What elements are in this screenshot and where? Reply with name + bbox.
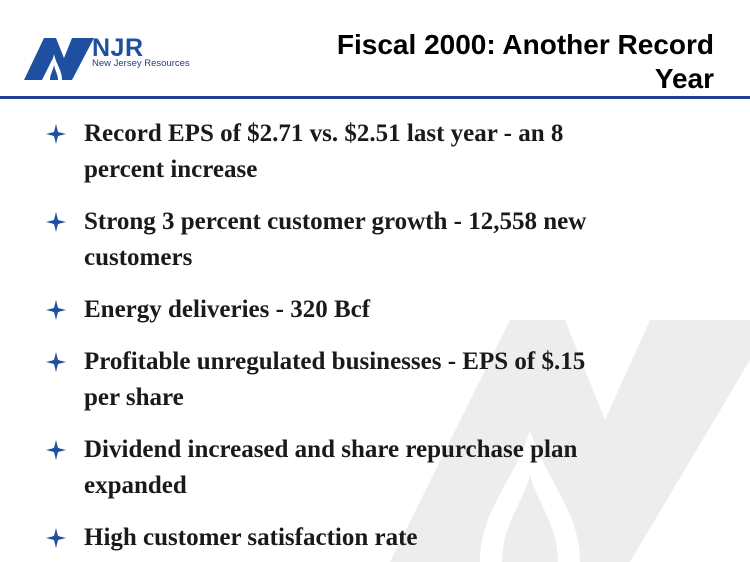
bullet-item: Profitable unregulated businesses - EPS … <box>44 344 724 416</box>
njr-logo: NJR New Jersey Resources <box>24 34 234 84</box>
logo-abbreviation: NJR <box>92 34 144 62</box>
bullet-text-line-2: expanded <box>84 472 187 499</box>
njr-logo-mark-icon <box>24 38 94 80</box>
bullet-item: Record EPS of $2.71 vs. $2.51 last year … <box>44 116 724 188</box>
slide-title: Fiscal 2000: Another Record Year <box>234 28 714 96</box>
slide-header: NJR New Jersey Resources Fiscal 2000: An… <box>0 0 750 100</box>
bullet-item: Dividend increased and share repurchase … <box>44 432 724 504</box>
four-point-star-icon <box>46 528 66 548</box>
bullet-item: Energy deliveries - 320 Bcf <box>44 292 724 328</box>
bullet-text-line-1: Dividend increased and share repurchase … <box>84 436 578 463</box>
bullet-text-line-1: Profitable unregulated businesses - EPS … <box>84 348 586 375</box>
slide-title-line-1: Fiscal 2000: Another Record <box>336 29 714 60</box>
four-point-star-icon <box>46 300 66 320</box>
four-point-star-icon <box>46 212 66 232</box>
bullet-text-line-1: Record EPS of $2.71 vs. $2.51 last year … <box>84 120 564 147</box>
bullet-list: Record EPS of $2.71 vs. $2.51 last year … <box>44 116 724 562</box>
njr-watermark-logo <box>390 320 750 562</box>
slide-title-line-2: Year <box>654 63 714 94</box>
header-divider <box>0 96 750 99</box>
four-point-star-icon <box>46 124 66 144</box>
bullet-text-line-2: per share <box>84 384 184 411</box>
four-point-star-icon <box>46 352 66 372</box>
bullet-text-line-1: Strong 3 percent customer growth - 12,55… <box>84 208 587 235</box>
bullet-text-line-2: customers <box>84 244 193 271</box>
bullet-text-line-1: Energy deliveries - 320 Bcf <box>84 296 371 323</box>
logo-company-name: New Jersey Resources <box>92 58 190 69</box>
bullet-item: High customer satisfaction rate <box>44 520 724 556</box>
four-point-star-icon <box>46 440 66 460</box>
bullet-text-line-2: percent increase <box>84 156 258 183</box>
bullet-text-line-1: High customer satisfaction rate <box>84 524 418 551</box>
bullet-item: Strong 3 percent customer growth - 12,55… <box>44 204 724 276</box>
